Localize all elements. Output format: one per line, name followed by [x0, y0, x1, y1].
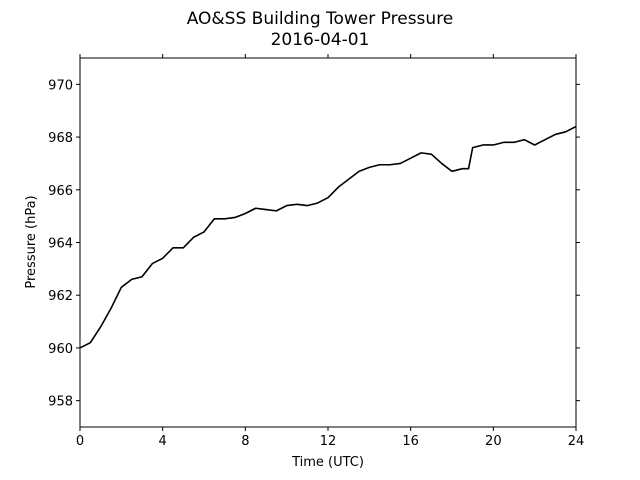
y-tick-label: 960 [48, 342, 73, 357]
y-tick-label: 958 [48, 395, 73, 410]
x-tick-label: 24 [568, 434, 585, 449]
x-tick-label: 20 [485, 434, 502, 449]
chart-subtitle: 2016-04-01 [271, 30, 370, 50]
x-tick-label: 4 [159, 434, 167, 449]
y-tick-label: 970 [48, 78, 73, 93]
line [79, 125, 577, 349]
x-axis-label: Time (UTC) [291, 455, 364, 470]
chart-title: AO&SS Building Tower Pressure [187, 9, 454, 29]
plot-frame [79, 57, 577, 428]
y-tick-label: 968 [48, 131, 73, 146]
y-tick-label: 966 [48, 184, 73, 199]
x-tick-label: 12 [320, 434, 337, 449]
y-tick-label: 964 [48, 237, 73, 252]
x-tick-label: 0 [76, 434, 84, 449]
x-tick-label: 16 [402, 434, 419, 449]
x-tick-label: 8 [241, 434, 249, 449]
y-axis-label: Pressure (hPa) [24, 195, 39, 288]
y-tick-label: 962 [48, 289, 73, 304]
